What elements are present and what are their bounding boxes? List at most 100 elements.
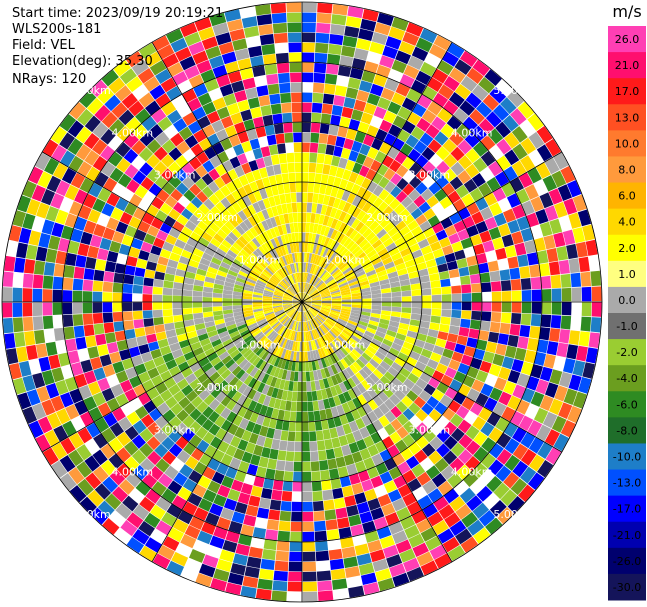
- range-gate: [284, 277, 292, 286]
- range-gate: [182, 112, 197, 126]
- range-gate: [319, 287, 329, 293]
- range-gate: [302, 411, 309, 422]
- range-gate: [558, 259, 570, 275]
- range-gate: [476, 485, 493, 502]
- colorbar-swatch: [608, 417, 646, 444]
- range-gate: [320, 309, 330, 314]
- range-gate: [358, 340, 369, 349]
- range-gate: [481, 437, 496, 453]
- range-gate: [451, 241, 464, 253]
- range-gate: [265, 406, 274, 418]
- range-gate: [571, 302, 582, 316]
- range-gate: [286, 308, 295, 316]
- range-gate: [277, 312, 286, 320]
- range-gate: [391, 302, 402, 307]
- range-gate: [271, 408, 280, 419]
- range-gate: [213, 494, 227, 507]
- range-gate: [312, 265, 318, 275]
- range-gate: [256, 14, 273, 26]
- range-gate: [212, 292, 223, 298]
- range-gate: [553, 152, 569, 170]
- range-gate: [327, 250, 335, 260]
- range-gate: [268, 417, 278, 429]
- range-gate: [168, 443, 183, 458]
- range-gate: [208, 411, 220, 423]
- range-gate: [228, 134, 241, 147]
- range-gate: [166, 86, 182, 101]
- range-gate: [84, 455, 100, 472]
- range-gate: [351, 302, 362, 305]
- range-gate: [192, 290, 203, 297]
- range-gate: [274, 247, 282, 258]
- range-gate: [171, 348, 184, 359]
- range-gate: [568, 258, 580, 274]
- range-gate: [32, 316, 44, 331]
- range-gate: [93, 367, 106, 381]
- range-gate: [309, 350, 315, 361]
- range-gate: [450, 146, 465, 162]
- range-gate: [566, 243, 578, 260]
- range-gate: [309, 263, 315, 274]
- range-gate: [363, 582, 380, 595]
- range-gate: [213, 252, 224, 262]
- range-gate: [75, 254, 87, 268]
- range-gate: [261, 446, 271, 459]
- range-gate: [315, 540, 329, 552]
- range-gate: [282, 266, 289, 277]
- range-gate: [478, 262, 490, 274]
- range-gate: [570, 272, 582, 288]
- range-gate: [79, 496, 97, 514]
- range-gate: [115, 393, 129, 407]
- range-gate: [261, 487, 273, 500]
- range-gate: [72, 302, 83, 315]
- range-gate: [253, 331, 264, 340]
- range-gate: [276, 204, 284, 216]
- range-gate: [256, 211, 266, 222]
- range-gate: [335, 322, 345, 329]
- range-gate: [318, 256, 325, 267]
- range-gate: [442, 536, 460, 553]
- range-gate: [282, 298, 293, 301]
- range-gate: [347, 277, 358, 284]
- range-gate: [578, 256, 590, 273]
- range-gate: [311, 304, 322, 307]
- range-gate: [295, 302, 302, 310]
- range-gate: [510, 279, 522, 291]
- range-gate: [196, 191, 209, 204]
- range-gate: [289, 243, 295, 254]
- range-gate: [237, 131, 250, 144]
- range-gate: [164, 465, 179, 480]
- range-gate: [281, 369, 288, 380]
- range-gate: [410, 283, 421, 291]
- range-gate: [307, 310, 314, 319]
- range-gate: [348, 442, 360, 454]
- range-gate: [329, 342, 337, 352]
- range-gate: [215, 274, 226, 282]
- range-gate: [391, 306, 402, 313]
- range-gate: [255, 281, 266, 288]
- range-gate: [131, 140, 147, 155]
- range-gate: [309, 142, 319, 153]
- range-gate: [537, 442, 553, 460]
- range-gate: [147, 225, 160, 237]
- range-gate: [182, 501, 198, 516]
- range-gate: [261, 350, 270, 361]
- range-gate: [374, 484, 388, 498]
- range-gate: [238, 174, 249, 187]
- range-gate: [383, 193, 396, 206]
- range-gate: [209, 155, 222, 168]
- range-gate: [404, 335, 416, 345]
- range-gate: [511, 290, 522, 302]
- range-gate: [292, 491, 302, 502]
- range-gate: [309, 222, 315, 233]
- range-gate: [197, 530, 213, 545]
- range-gate: [293, 371, 299, 382]
- range-gate: [451, 309, 462, 319]
- range-gate: [183, 313, 194, 321]
- range-gate: [83, 268, 95, 281]
- range-gate: [222, 209, 233, 221]
- range-gate: [427, 215, 440, 227]
- range-gate: [168, 208, 181, 221]
- range-gate: [294, 152, 302, 163]
- range-gate: [37, 416, 53, 434]
